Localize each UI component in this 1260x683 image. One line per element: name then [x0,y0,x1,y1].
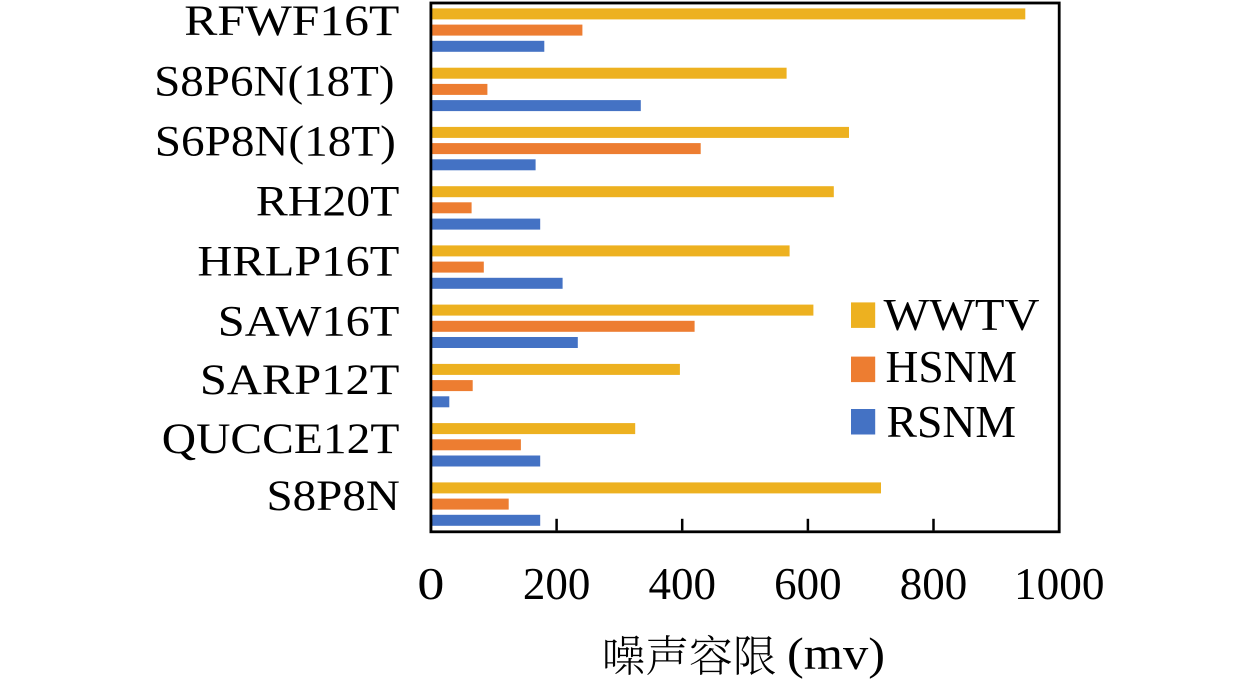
svg-text:S8P6N(18T): S8P6N(18T) [154,59,395,106]
svg-text:600: 600 [774,558,842,609]
svg-text:(mv): (mv) [787,628,885,679]
svg-text:RFWF16T: RFWF16T [184,0,399,45]
svg-text:SARP12T: SARP12T [200,357,400,404]
svg-text:400: 400 [648,558,716,609]
svg-text:HSNM: HSNM [886,341,1018,392]
svg-text:SAW16T: SAW16T [218,299,400,346]
svg-text:RH20T: RH20T [256,179,400,226]
svg-text:WWTV: WWTV [884,289,1040,340]
svg-text:QUCCE12T: QUCCE12T [162,416,400,463]
svg-text:800: 800 [900,558,968,609]
svg-text:200: 200 [523,558,591,609]
svg-text:S8P8N: S8P8N [267,473,400,520]
svg-text:0: 0 [417,558,444,609]
svg-text:1000: 1000 [1014,558,1105,609]
svg-text:S6P8N(18T): S6P8N(18T) [155,119,396,166]
svg-text:RSNM: RSNM [887,396,1017,447]
svg-text:HRLP16T: HRLP16T [197,239,399,286]
